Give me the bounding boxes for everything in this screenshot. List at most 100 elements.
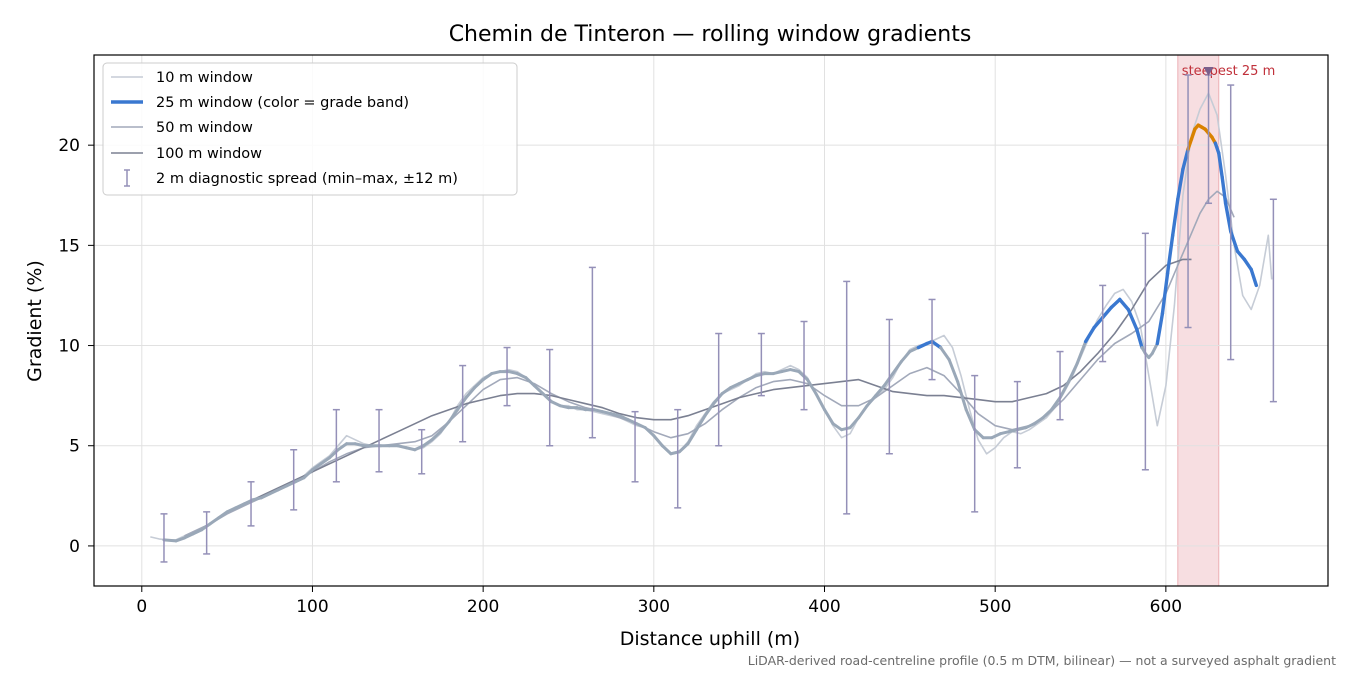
series-25m-segment	[652, 434, 664, 448]
series-25m-segment	[1024, 422, 1036, 430]
series-25m-segment	[430, 430, 442, 442]
series-25m-segment	[464, 386, 477, 400]
legend-label: 50 m window	[156, 120, 253, 136]
series-25m-segment	[1118, 297, 1131, 312]
series-25m-segment	[874, 384, 886, 398]
series-25m-segment	[865, 394, 878, 408]
series-25m-segment	[1058, 380, 1071, 400]
series-25m-segment	[1050, 396, 1062, 412]
series-25m-segment	[293, 476, 306, 484]
x-tick-label: 0	[136, 597, 147, 617]
series-25m-segment	[1083, 325, 1096, 344]
series-25m-segment	[990, 432, 1002, 440]
series-25m-segment	[973, 428, 985, 440]
x-tick-label: 300	[638, 597, 670, 617]
series-25m-segment	[1170, 197, 1180, 238]
legend-box	[102, 62, 518, 196]
series-25m-segment	[882, 372, 895, 388]
chart-footnote: LiDAR-derived road-centreline profile (0…	[748, 653, 1336, 668]
series-25m-segment	[1176, 167, 1185, 201]
series-25m-segment	[319, 456, 332, 466]
series-25m-segment	[208, 516, 221, 526]
series-25m-segment	[174, 536, 186, 543]
y-tick-label: 0	[69, 537, 80, 557]
series-25m-segment	[899, 350, 912, 364]
series-25m-segment	[532, 384, 545, 396]
series-25m-segment	[677, 442, 690, 454]
y-tick-label: 15	[58, 236, 80, 256]
x-tick-label: 600	[1150, 597, 1182, 617]
series-25m-segment	[1229, 229, 1240, 254]
series-25m-segment	[686, 428, 698, 446]
series-25m-segment	[956, 380, 968, 412]
series-25m-segment	[797, 370, 809, 382]
series-25m-segment	[729, 382, 741, 390]
legend-label: 25 m window (color = grade band)	[156, 95, 409, 111]
y-axis-label: Gradient (%)	[24, 260, 46, 382]
steepest-band-label: steepest 25 m	[1182, 64, 1275, 79]
series-25m-segment	[635, 422, 647, 430]
series-25m-segment	[481, 372, 494, 382]
series-25m-segment	[1041, 408, 1054, 420]
series-25m-segment	[200, 522, 212, 532]
series-25m-segment	[823, 408, 835, 426]
series-25m-segment	[162, 538, 178, 543]
series-25m-segment	[1160, 271, 1170, 316]
series-25m-segment	[1235, 249, 1247, 262]
series-25m-segment	[1242, 257, 1253, 272]
series-25m-segment	[276, 484, 289, 492]
series-25m-segment	[268, 488, 280, 496]
series-25m-segment	[1217, 151, 1224, 179]
steepest-band	[1177, 54, 1220, 587]
series-25m-segment	[712, 392, 724, 406]
series-25m-segment	[336, 442, 349, 452]
series-25m-segment	[549, 400, 562, 408]
series-25m-segment	[1126, 307, 1139, 332]
series-25m-segment	[191, 528, 204, 536]
y-tick-label: 10	[58, 337, 80, 357]
series-25m-segment	[947, 358, 960, 384]
series-25m-segment	[1101, 305, 1113, 320]
series-25m-segment	[1032, 416, 1045, 426]
series-25m-segment	[225, 506, 238, 514]
series-25m-segment	[1189, 127, 1197, 141]
series-25m-segment	[1213, 141, 1221, 155]
series-25m-segment	[694, 414, 707, 432]
series-25m-segment	[438, 420, 451, 434]
series-25m-segment	[964, 408, 977, 432]
x-axis-label: Distance uphill (m)	[620, 628, 800, 650]
series-25m-segment	[618, 414, 630, 422]
y-tick-label: 20	[58, 136, 80, 156]
plot-frame	[93, 54, 1329, 587]
series-25m-segment	[1092, 315, 1105, 330]
legend-label: 10 m window	[156, 70, 253, 86]
series-25m-segment	[302, 468, 314, 480]
series-25m-segment	[456, 396, 468, 412]
series-25m-segment	[447, 408, 460, 424]
series-25m-segment	[234, 502, 246, 510]
series-25m-segment	[1155, 311, 1165, 346]
series-25m-segment	[310, 462, 323, 472]
series-25m-segment	[1223, 201, 1233, 234]
series-25m-segment	[643, 426, 656, 438]
series-25m-segment	[259, 492, 272, 500]
series-25m-segment	[891, 360, 903, 376]
series-25m-segment	[1075, 340, 1088, 366]
series-25m-segment	[814, 392, 827, 412]
series-25m-segment	[848, 416, 861, 430]
x-tick-label: 100	[296, 597, 328, 617]
series-25m-segment	[421, 438, 434, 448]
series-25m-segment	[805, 378, 818, 396]
series-25m-segment	[930, 339, 943, 350]
chart-title: Chemin de Tinteron — rolling window grad…	[449, 22, 972, 47]
series-25m-segment	[473, 378, 485, 390]
series-25m-segment	[524, 376, 536, 388]
series-25m-segment	[515, 372, 528, 380]
series-100m-line	[226, 258, 1192, 513]
x-tick-label: 500	[979, 597, 1011, 617]
series-25m-segment	[1249, 267, 1259, 288]
series-25m-segment	[182, 532, 195, 540]
series-25m-segment	[1109, 297, 1122, 310]
series-25m-segment	[217, 510, 229, 520]
